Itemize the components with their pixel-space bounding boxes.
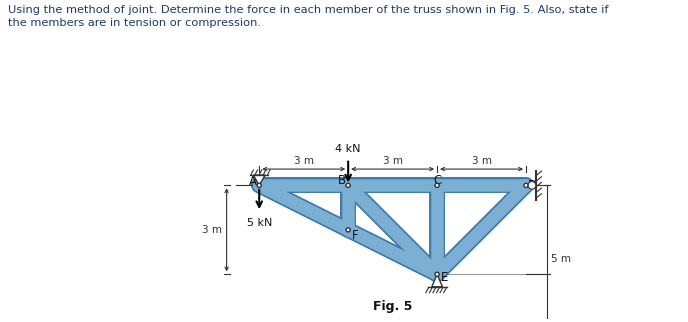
Text: 3 m: 3 m [471,156,491,166]
Text: D: D [528,179,537,192]
Text: A: A [249,175,257,188]
Text: 3 m: 3 m [383,156,402,166]
Text: F: F [352,229,358,242]
Polygon shape [432,274,442,287]
Circle shape [346,228,350,232]
Text: 5 m: 5 m [551,254,571,264]
Text: 5 kN: 5 kN [246,218,272,228]
Text: Fig. 5: Fig. 5 [373,300,412,313]
Text: B: B [338,175,345,187]
Circle shape [435,183,439,187]
Text: Using the method of joint. Determine the force in each member of the truss shown: Using the method of joint. Determine the… [8,5,609,28]
Circle shape [435,272,439,276]
Text: E: E [441,271,448,284]
Circle shape [528,182,536,189]
Polygon shape [253,175,265,185]
Text: C: C [433,175,441,187]
Circle shape [524,183,528,187]
Text: 3 m: 3 m [202,225,222,235]
Circle shape [346,183,350,187]
Circle shape [257,183,261,187]
Text: 3 m: 3 m [294,156,314,166]
Text: 4 kN: 4 kN [336,144,361,154]
